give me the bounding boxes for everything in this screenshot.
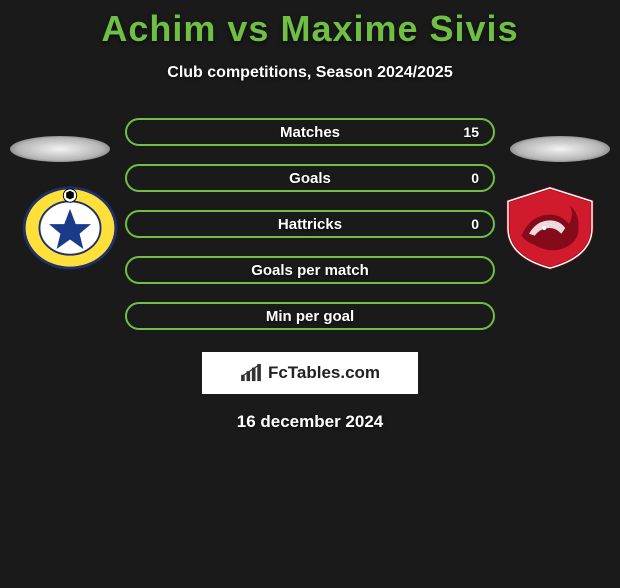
stat-value-right: 0 [471,170,479,186]
stat-value-right: 15 [463,124,479,140]
stat-label: Matches [280,124,340,141]
watermark: FcTables.com [202,352,418,394]
stat-row: Matches 15 [125,118,495,146]
stat-label: Goals per match [251,262,369,279]
subtitle: Club competitions, Season 2024/2025 [0,64,620,82]
snapshot-date: 16 december 2024 [0,412,620,432]
club-crest-left [22,186,118,270]
stat-value-right: 0 [471,216,479,232]
stat-label: Goals [289,170,331,187]
player-shadow-left [10,136,110,162]
comparison-title: Achim vs Maxime Sivis [0,8,620,50]
player-shadow-right [510,136,610,162]
watermark-text: FcTables.com [268,363,380,383]
stat-label: Min per goal [266,308,354,325]
stat-row: Goals per match [125,256,495,284]
stats-container: Matches 15 Goals 0 Hattricks 0 Goals per match… [125,118,495,330]
stat-row: Min per goal [125,302,495,330]
stat-row: Hattricks 0 [125,210,495,238]
club-crest-right [502,186,598,270]
bars-icon [240,364,262,382]
stat-row: Goals 0 [125,164,495,192]
stat-label: Hattricks [278,216,342,233]
